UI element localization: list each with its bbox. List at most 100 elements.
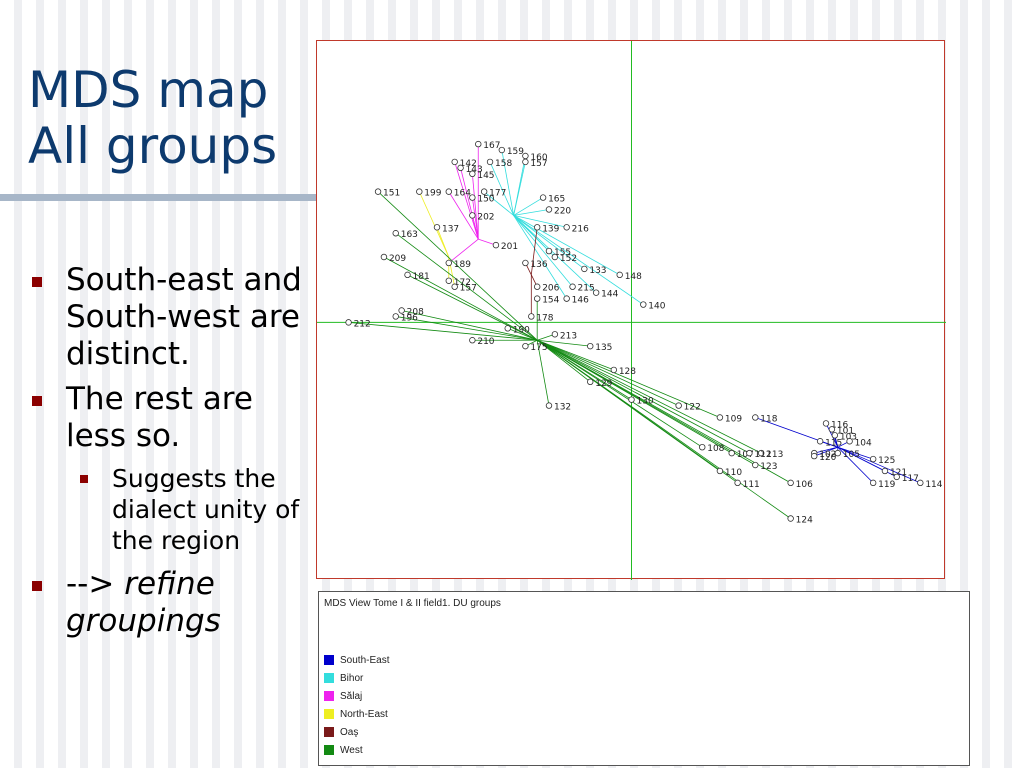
centroid-link (471, 215, 479, 240)
data-point (533, 283, 541, 290)
legend-items: South-East Bihor Sălaj North-East Oaş West (324, 651, 389, 759)
centroid-link (401, 310, 538, 341)
data-point (569, 283, 576, 290)
point-label: 130 (637, 397, 654, 407)
sub-bullet-item: Suggests the dialect unity of the region (28, 463, 314, 556)
data-point (587, 342, 594, 350)
bullet-text-3-emphasis: refine groupings (66, 566, 221, 639)
data-point (610, 366, 618, 374)
point-label: 158 (495, 159, 512, 169)
data-point (445, 259, 452, 267)
centroid-link (537, 339, 750, 454)
data-point (522, 158, 529, 166)
centroid-link (837, 446, 874, 484)
centroid-link (513, 197, 544, 216)
title-line-2: All groups (28, 117, 278, 175)
centroid-link (383, 256, 538, 341)
data-point (398, 307, 405, 314)
bullet-item: --> refine groupings (28, 566, 314, 640)
data-point (869, 455, 877, 463)
data-point (486, 158, 494, 166)
point-label: 128 (619, 367, 636, 377)
point-label: 145 (477, 171, 494, 181)
centroid-link (471, 197, 479, 240)
data-point (451, 158, 458, 166)
centroid-link (536, 339, 791, 519)
data-point (416, 188, 423, 195)
point-label: 151 (383, 189, 400, 199)
data-point (533, 224, 541, 231)
point-label: 148 (625, 272, 642, 282)
centroid-link (407, 274, 538, 341)
legend-panel: MDS View Tome I & II field1. DU groups S… (318, 591, 970, 766)
data-point (616, 271, 623, 279)
point-label: 143 (466, 165, 483, 175)
centroid-link (513, 215, 573, 287)
data-point (469, 170, 476, 178)
point-label: 215 (578, 284, 595, 294)
centroid-link (537, 339, 591, 347)
data-point (522, 342, 529, 350)
point-label: 112 (754, 450, 771, 460)
point-label: 165 (548, 195, 565, 205)
point-label: 157 (460, 284, 477, 294)
point-label: 109 (725, 414, 742, 424)
point-label: 152 (560, 254, 577, 264)
centroid-link (536, 339, 791, 484)
centroid-link (837, 446, 921, 484)
legend-item: Oaş (324, 723, 389, 741)
centroid-link (377, 191, 538, 341)
centroid-link (537, 339, 679, 406)
data-point (545, 206, 553, 213)
data-point (716, 414, 724, 421)
legend-swatch (324, 727, 334, 737)
point-label: 181 (413, 272, 430, 282)
data-point (787, 515, 794, 522)
point-label: 125 (878, 456, 895, 466)
point-label: 167 (483, 141, 500, 151)
legend-item: Bihor (324, 669, 389, 687)
data-point (828, 426, 836, 433)
data-point (445, 277, 452, 284)
point-label: 114 (925, 480, 942, 490)
legend-label: North-East (340, 708, 388, 720)
mds-scatter-chart: 1161011031041151051251211171141191181021… (317, 41, 946, 580)
data-point (498, 146, 506, 154)
point-label: 209 (389, 254, 406, 264)
legend-label: Bihor (340, 672, 364, 684)
point-label: 129 (595, 379, 612, 389)
point-label: 202 (477, 212, 494, 222)
point-label: 155 (554, 248, 571, 258)
point-label: 178 (536, 313, 553, 323)
data-point (392, 230, 399, 237)
data-point (522, 259, 529, 267)
data-point (587, 378, 594, 386)
legend-label: Sălaj (340, 690, 363, 702)
legend-label: West (340, 744, 363, 756)
centroid-link (513, 215, 585, 270)
data-point (787, 479, 794, 487)
point-label: 216 (572, 224, 589, 234)
legend-label: South-East (340, 654, 390, 666)
bullet-text-2: The rest are less so. (66, 381, 253, 454)
point-label: 190 (513, 325, 530, 335)
centroid-link (513, 215, 568, 299)
point-label: 140 (648, 302, 665, 312)
data-point (445, 188, 452, 195)
data-point (469, 337, 476, 344)
data-point (404, 271, 411, 279)
centroid-link (471, 173, 479, 240)
centroid-link (483, 191, 514, 216)
data-point (746, 449, 753, 457)
point-label: 212 (354, 319, 371, 329)
data-point (563, 224, 570, 231)
point-label: 164 (454, 189, 471, 199)
data-point (752, 414, 759, 421)
centroid-link (489, 161, 514, 216)
centroid-link (395, 316, 538, 341)
point-label: 201 (501, 242, 518, 252)
slide-title: MDS map All groups (28, 62, 318, 174)
point-label: 189 (454, 260, 471, 270)
data-point (545, 247, 553, 255)
data-point (469, 194, 476, 201)
